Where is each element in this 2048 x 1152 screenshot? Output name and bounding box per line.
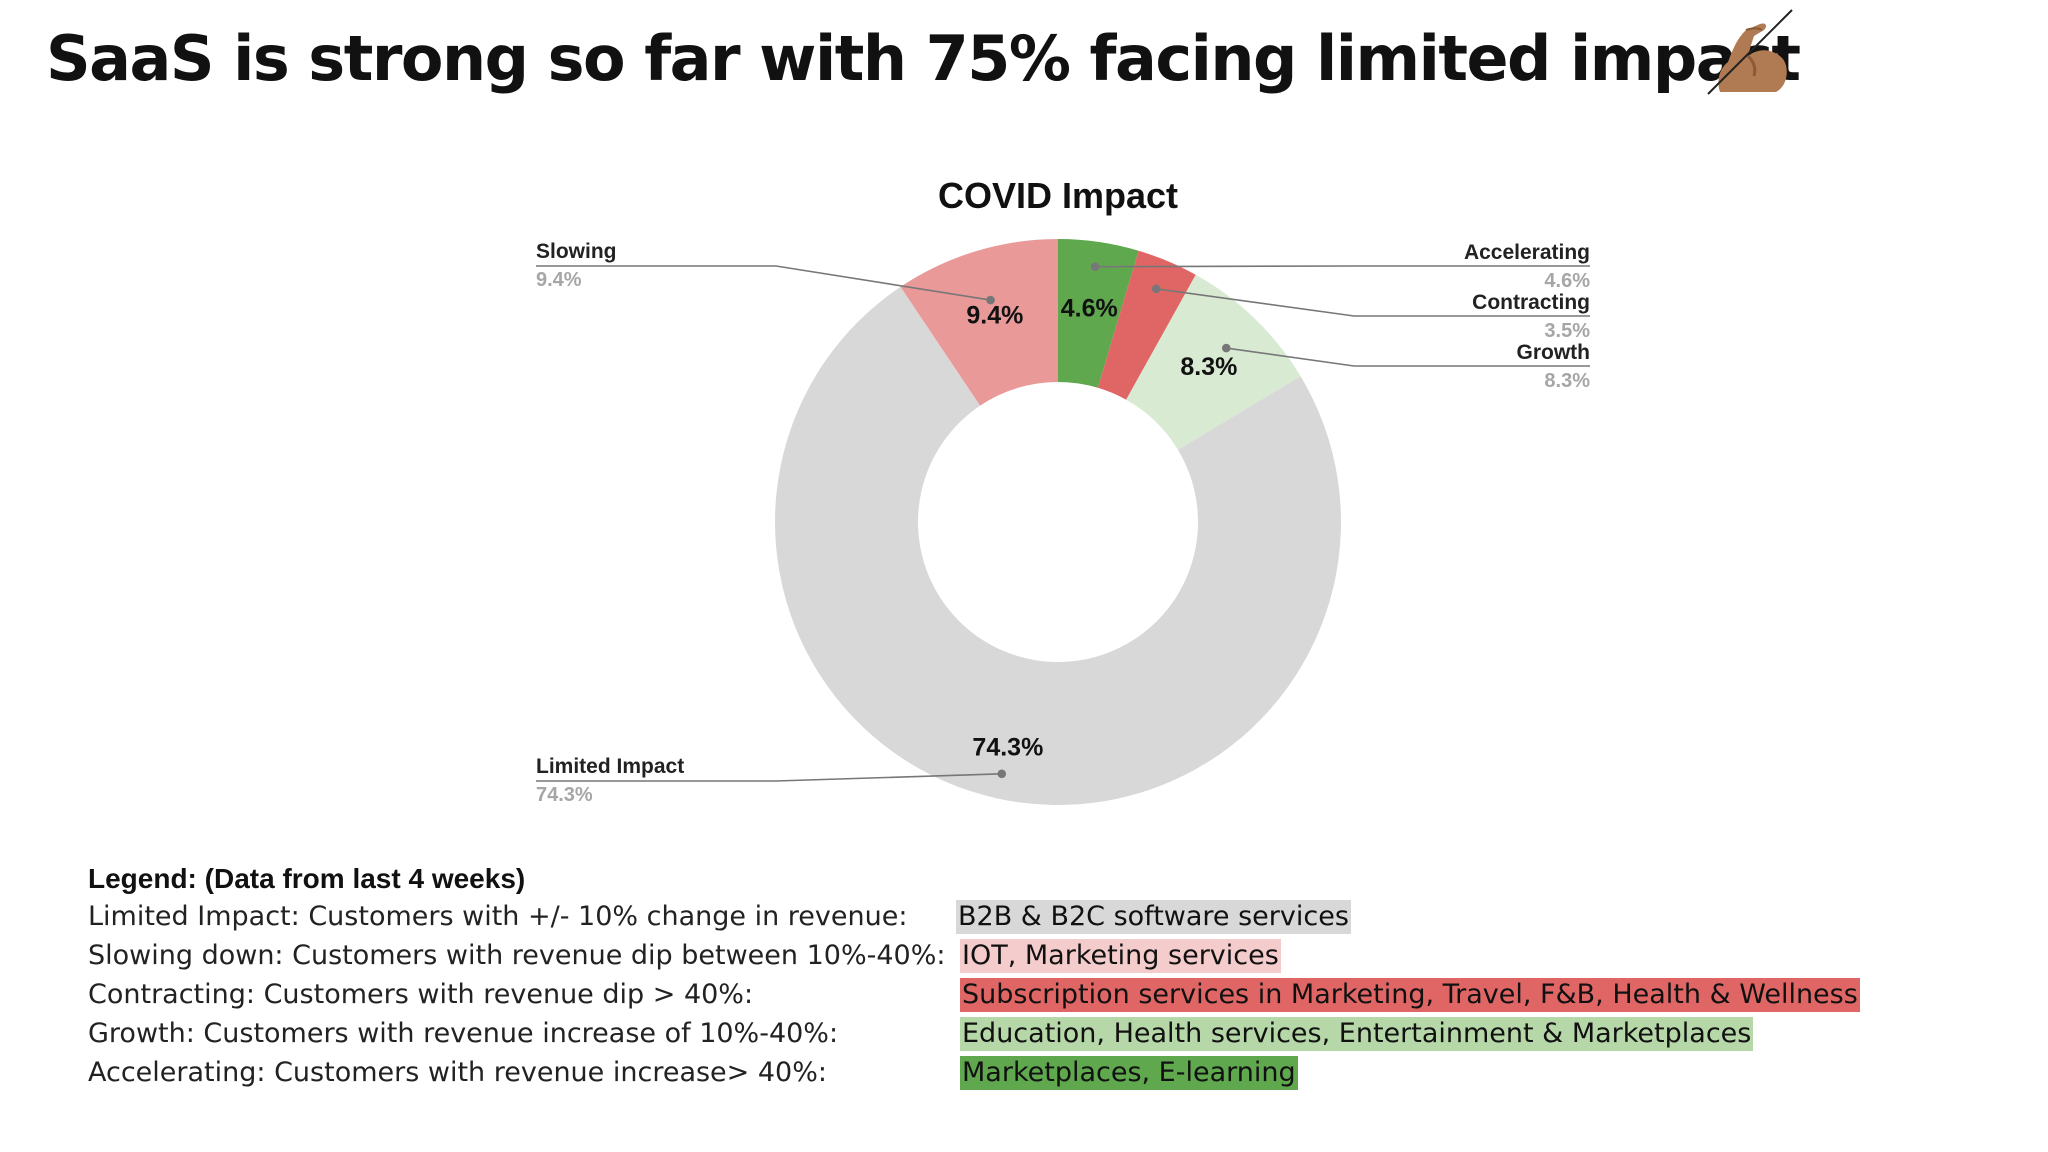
donut-slice-growth	[1126, 274, 1301, 450]
donut-slice-accelerating	[1058, 239, 1139, 388]
legend-description: Growth: Customers with revenue increase …	[88, 1018, 839, 1049]
callout-name-limited-impact: Limited Impact	[536, 755, 684, 778]
leader-line-slowing	[536, 265, 991, 301]
flexed-biceps-icon	[1707, 9, 1793, 95]
slice-label-growth: 8.3%	[1180, 353, 1237, 381]
donut-slice-labels: 4.6% 8.3% 74.3% 9.4%	[966, 294, 1237, 761]
callout-value-growth: 8.3%	[1544, 370, 1590, 392]
donut-slice-limited-impact	[775, 286, 1341, 806]
donut-slice-contracting	[1097, 250, 1196, 400]
slice-label-slowing: 9.4%	[966, 301, 1023, 329]
chart-title: COVID Impact	[938, 175, 1178, 216]
legend-value: B2B & B2C software services	[956, 900, 1351, 934]
callout-value-contracting: 3.5%	[1544, 320, 1590, 342]
legend-value: Marketplaces, E-learning	[960, 1056, 1298, 1090]
leader-line-limited-impact	[536, 772, 1002, 782]
legend-value: Education, Health services, Entertainmen…	[960, 1017, 1754, 1051]
callout-name-growth: Growth	[1517, 341, 1591, 364]
legend-heading: Legend: (Data from last 4 weeks)	[88, 863, 526, 894]
legend-row-slowing: Slowing down: Customers with revenue dip…	[88, 937, 1988, 976]
callout-leader-lines	[536, 262, 1590, 782]
legend-value: Subscription services in Marketing, Trav…	[960, 978, 1860, 1012]
legend-description: Limited Impact: Customers with +/- 10% c…	[88, 901, 908, 932]
leader-line-growth	[1226, 347, 1590, 367]
leader-line-contracting	[1156, 288, 1590, 317]
legend-description: Slowing down: Customers with revenue dip…	[88, 940, 946, 971]
callout-name-accelerating: Accelerating	[1464, 241, 1590, 264]
callout-name-slowing: Slowing	[536, 240, 617, 263]
slide-title: SaaS is strong so far with 75% facing li…	[46, 22, 1801, 95]
callout-value-slowing: 9.4%	[536, 269, 582, 291]
legend-description: Accelerating: Customers with revenue inc…	[88, 1057, 827, 1088]
callout-value-limited-impact: 74.3%	[536, 784, 593, 806]
legend-description: Contracting: Customers with revenue dip …	[88, 979, 754, 1010]
legend-value: IOT, Marketing services	[960, 939, 1281, 973]
leader-line-accelerating	[1095, 265, 1590, 268]
donut-slices	[775, 239, 1341, 806]
donut-slice-slowing	[900, 239, 1058, 406]
legend-row-contracting: Contracting: Customers with revenue dip …	[88, 976, 1988, 1015]
legend-row-limited-impact: Limited Impact: Customers with +/- 10% c…	[88, 898, 1988, 937]
callout-name-contracting: Contracting	[1472, 291, 1590, 314]
slice-label-accelerating: 4.6%	[1061, 294, 1118, 322]
callout-labels: Accelerating4.6%Contracting3.5%Growth8.3…	[536, 240, 1590, 806]
covid-impact-donut-chart: COVID Impact 4.6% 8.3% 74.3% 9.4% Accelerat…	[536, 175, 1590, 806]
slice-label-limited-impact: 74.3%	[972, 733, 1043, 761]
callout-value-accelerating: 4.6%	[1544, 270, 1590, 292]
legend: Legend: (Data from last 4 weeks) Limited…	[88, 860, 1988, 1093]
legend-row-growth: Growth: Customers with revenue increase …	[88, 1015, 1988, 1054]
legend-row-accelerating: Accelerating: Customers with revenue inc…	[88, 1054, 1988, 1093]
